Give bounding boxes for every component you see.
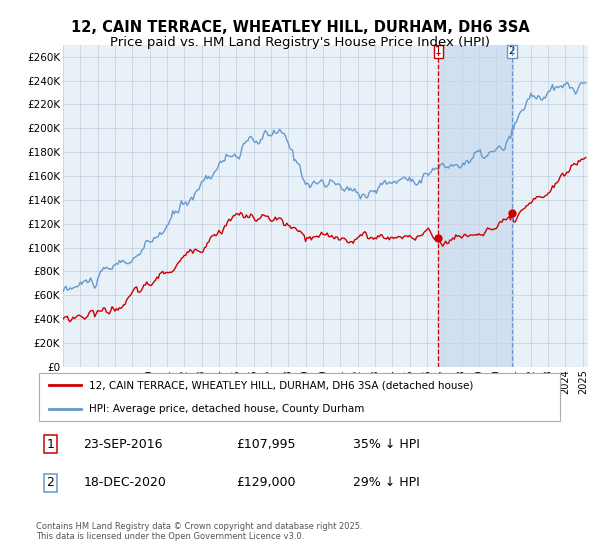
Text: 1: 1 <box>47 437 55 451</box>
Text: 18-DEC-2020: 18-DEC-2020 <box>83 477 166 489</box>
Text: 2: 2 <box>509 46 515 57</box>
Text: Contains HM Land Registry data © Crown copyright and database right 2025.
This d: Contains HM Land Registry data © Crown c… <box>36 522 362 542</box>
Text: £107,995: £107,995 <box>236 437 296 451</box>
Text: 12, CAIN TERRACE, WHEATLEY HILL, DURHAM, DH6 3SA (detached house): 12, CAIN TERRACE, WHEATLEY HILL, DURHAM,… <box>89 380 473 390</box>
Text: 2: 2 <box>47 477 55 489</box>
Text: Price paid vs. HM Land Registry's House Price Index (HPI): Price paid vs. HM Land Registry's House … <box>110 36 490 49</box>
FancyBboxPatch shape <box>38 373 560 421</box>
Text: 12, CAIN TERRACE, WHEATLEY HILL, DURHAM, DH6 3SA: 12, CAIN TERRACE, WHEATLEY HILL, DURHAM,… <box>71 20 529 35</box>
Text: 1: 1 <box>435 46 442 57</box>
Text: 29% ↓ HPI: 29% ↓ HPI <box>353 477 419 489</box>
Text: HPI: Average price, detached house, County Durham: HPI: Average price, detached house, Coun… <box>89 404 364 414</box>
Text: 35% ↓ HPI: 35% ↓ HPI <box>353 437 419 451</box>
Text: 23-SEP-2016: 23-SEP-2016 <box>83 437 163 451</box>
Bar <box>439 45 512 367</box>
Text: £129,000: £129,000 <box>236 477 296 489</box>
